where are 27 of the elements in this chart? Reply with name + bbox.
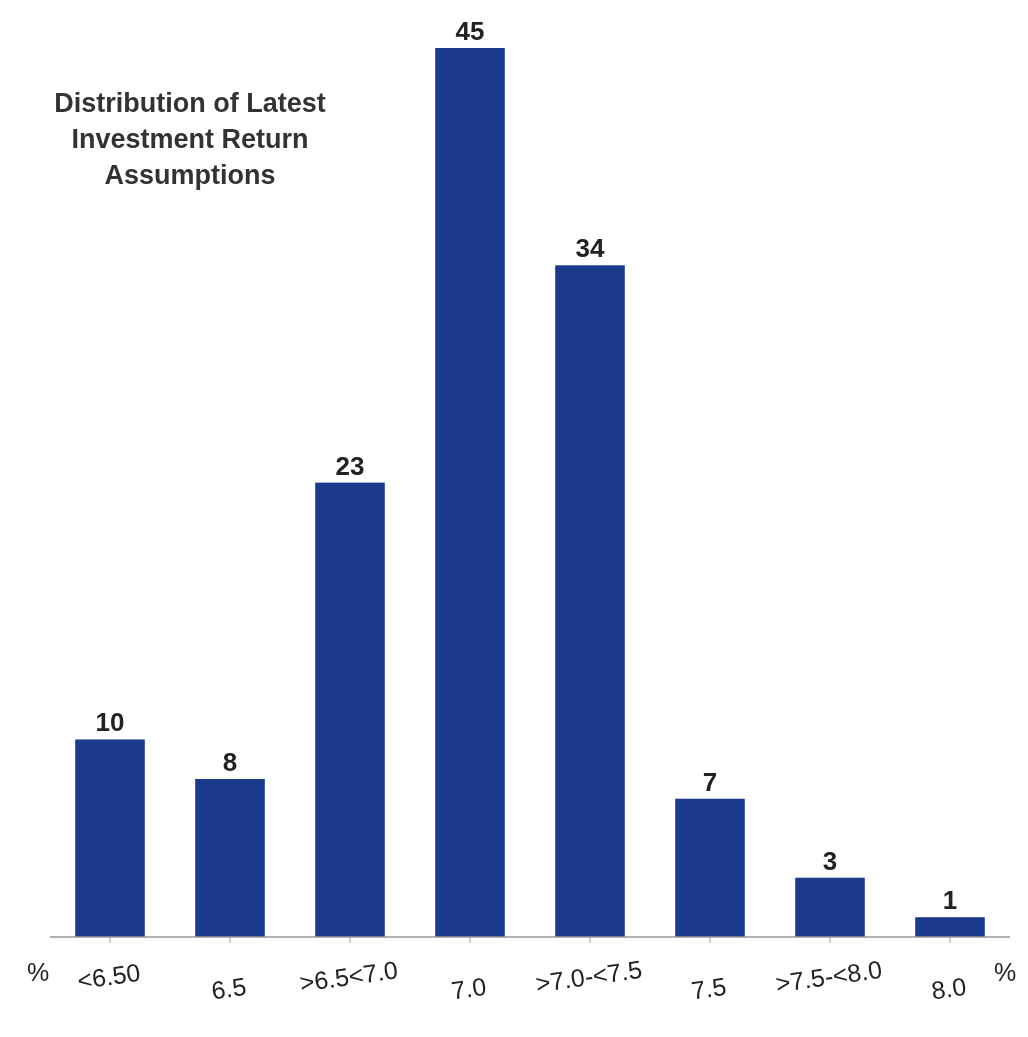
bar	[195, 778, 265, 937]
x-tick-label: >6.5<7.0	[297, 955, 400, 997]
text: Distribution of Latest Investment Return Assumptions	[54, 88, 326, 190]
bar	[315, 482, 385, 937]
bar	[555, 265, 625, 937]
data-label: 3	[822, 845, 838, 876]
data-label: 34	[575, 233, 605, 264]
bar	[75, 739, 145, 937]
x-tick-label: 8.0	[929, 971, 968, 1005]
bar	[435, 48, 505, 937]
bar	[675, 798, 745, 937]
x-tick-label: <6.50	[75, 957, 143, 995]
x-tick-label: 7.0	[449, 971, 488, 1005]
x-tick-label: 7.5	[689, 971, 728, 1005]
bar	[795, 877, 865, 937]
x-tick-label: >7.0-<7.5	[533, 954, 644, 998]
bar	[915, 917, 985, 937]
data-label: 10	[95, 707, 125, 738]
data-label: 8	[222, 746, 238, 777]
text: %	[993, 958, 1017, 986]
data-label: 1	[942, 885, 958, 916]
text: %	[26, 958, 50, 986]
data-label: 7	[702, 766, 718, 797]
data-label: 23	[335, 450, 365, 481]
x-tick-label: >7.5-<8.0	[773, 954, 884, 998]
x-tick-label: 6.5	[209, 971, 248, 1005]
data-label: 45	[455, 16, 485, 46]
